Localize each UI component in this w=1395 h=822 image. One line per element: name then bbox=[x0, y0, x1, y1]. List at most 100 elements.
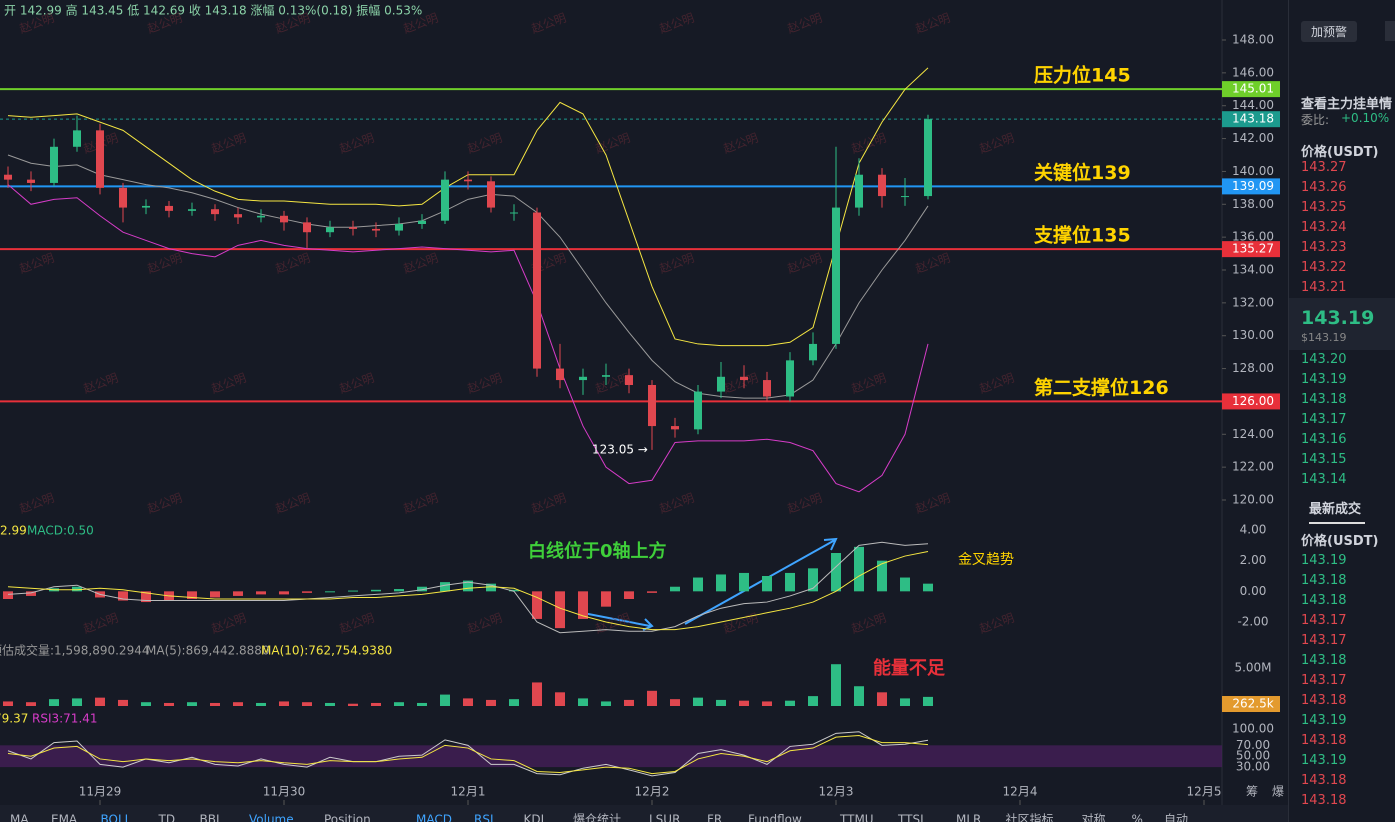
volume-bar bbox=[486, 699, 496, 706]
tab[interactable]: BBI bbox=[200, 813, 220, 822]
alert-button[interactable]: 加预警 bbox=[1301, 21, 1358, 42]
volume-bar bbox=[210, 702, 220, 706]
candle-body bbox=[326, 227, 334, 233]
volume-bar bbox=[118, 699, 128, 706]
y-tick-label: 4.00 bbox=[1240, 523, 1267, 537]
tab[interactable]: EMA bbox=[51, 813, 78, 822]
tab[interactable]: 社区指标 bbox=[1006, 812, 1054, 822]
price-tag-label: 135.27 bbox=[1232, 242, 1274, 256]
volume-bar bbox=[923, 696, 933, 706]
x-tick-label: 12月4 bbox=[1003, 785, 1038, 799]
macd-bar bbox=[923, 583, 933, 592]
price-tag-label: 139.09 bbox=[1232, 179, 1274, 193]
volume-bar bbox=[532, 682, 542, 706]
tab[interactable]: Fundflow bbox=[748, 813, 802, 822]
button[interactable] bbox=[1385, 21, 1395, 41]
x-tick-label: 12月1 bbox=[451, 785, 486, 799]
tab[interactable]: % bbox=[1132, 813, 1143, 822]
macd-bar bbox=[187, 591, 197, 599]
volume-bar bbox=[785, 700, 795, 706]
candle-body bbox=[211, 209, 219, 215]
price-tag bbox=[1222, 178, 1280, 195]
candle-body bbox=[832, 207, 840, 344]
tab[interactable]: MACD bbox=[416, 813, 452, 822]
note: 能量不足 bbox=[873, 657, 945, 679]
candle-body bbox=[579, 376, 587, 381]
macd-bar bbox=[532, 591, 542, 619]
candle-body bbox=[924, 119, 932, 197]
bid: 143.16 bbox=[1301, 432, 1347, 447]
volume-bar bbox=[463, 698, 473, 706]
ohlc: 开 142.99 高 143.45 低 142.69 收 143.18 涨幅 0… bbox=[4, 3, 422, 18]
macd-bar bbox=[578, 591, 588, 619]
trade: 143.17 bbox=[1301, 613, 1347, 628]
tab[interactable]: Position bbox=[324, 813, 371, 822]
price-tag bbox=[1222, 696, 1280, 713]
candle-body bbox=[73, 130, 81, 147]
macd-bar bbox=[785, 572, 795, 592]
level-note: 支撑位135 bbox=[1033, 224, 1131, 247]
trade: 143.19 bbox=[1301, 553, 1347, 568]
volume-bar bbox=[854, 686, 864, 706]
ask: 143.25 bbox=[1301, 200, 1347, 215]
macd-bar bbox=[72, 586, 82, 592]
candle-body bbox=[533, 212, 541, 369]
macd-bar bbox=[509, 589, 519, 592]
macd-bar bbox=[417, 586, 427, 592]
volume-bar bbox=[578, 698, 588, 706]
volume-bar bbox=[371, 702, 381, 706]
tab[interactable]: Volume bbox=[249, 813, 294, 822]
tab[interactable]: LSUR bbox=[649, 813, 680, 822]
macd-bar bbox=[831, 553, 841, 592]
candle-body bbox=[441, 179, 449, 221]
volume-bar bbox=[647, 690, 657, 706]
trade: 143.19 bbox=[1301, 753, 1347, 768]
candle-body bbox=[671, 426, 679, 430]
macd-bar bbox=[854, 546, 864, 592]
tab[interactable]: TTSL bbox=[897, 813, 927, 822]
tab[interactable]: TTMU bbox=[839, 813, 874, 822]
boll-mid bbox=[7, 154, 929, 399]
tab-bar bbox=[0, 805, 1288, 822]
macd-bar bbox=[900, 577, 910, 592]
tab[interactable]: KDJ bbox=[524, 813, 545, 822]
y-tick-label: 0.00 bbox=[1240, 584, 1267, 598]
tab[interactable]: TD bbox=[158, 813, 176, 822]
candle-body bbox=[809, 343, 817, 361]
volume-bar bbox=[26, 702, 36, 706]
level-note: 第二支撑位126 bbox=[1034, 376, 1169, 399]
ratio-label: 委比: bbox=[1301, 113, 1330, 127]
candle-body bbox=[188, 209, 196, 211]
tab[interactable]: BOLL bbox=[101, 813, 132, 822]
y-tick-label: 70.00 bbox=[1236, 738, 1270, 752]
y-tick-label: 132.00 bbox=[1232, 295, 1274, 309]
candle-body bbox=[855, 174, 863, 208]
tab[interactable]: RSI bbox=[474, 813, 494, 822]
tab[interactable]: 爆仓统计 bbox=[573, 813, 621, 822]
y-tick-label: 144.00 bbox=[1232, 98, 1274, 112]
tab[interactable]: FR bbox=[707, 813, 722, 822]
candle-body bbox=[4, 174, 12, 180]
x-tick-label: 12月3 bbox=[819, 785, 854, 799]
y-tick-label: 140.00 bbox=[1232, 164, 1274, 178]
price-tag bbox=[1222, 81, 1280, 98]
macd-bar bbox=[762, 576, 772, 592]
vol-label: MA(10):762,754.9380 bbox=[261, 644, 392, 658]
x-tick-label: 12月5 bbox=[1187, 785, 1222, 799]
volume-bar bbox=[187, 702, 197, 706]
volume-bar bbox=[808, 696, 818, 706]
rsi-label: 79.37 bbox=[0, 712, 28, 726]
volume-bar bbox=[693, 697, 703, 706]
tab[interactable]: MA bbox=[10, 813, 29, 822]
macd-bar bbox=[3, 591, 13, 599]
tab[interactable]: 自动 bbox=[1164, 813, 1188, 822]
tab[interactable]: 对称 bbox=[1082, 813, 1106, 822]
candle-body bbox=[372, 228, 380, 231]
chart: 开 142.99 高 143.45 低 142.69 收 143.18 涨幅 0… bbox=[0, 0, 1288, 822]
bid: 143.20 bbox=[1301, 352, 1347, 367]
volume-bar bbox=[440, 694, 450, 706]
bg bbox=[0, 0, 1288, 822]
tab[interactable]: MLR bbox=[956, 813, 981, 822]
candle-body bbox=[50, 146, 58, 183]
macd-bar bbox=[716, 574, 726, 592]
